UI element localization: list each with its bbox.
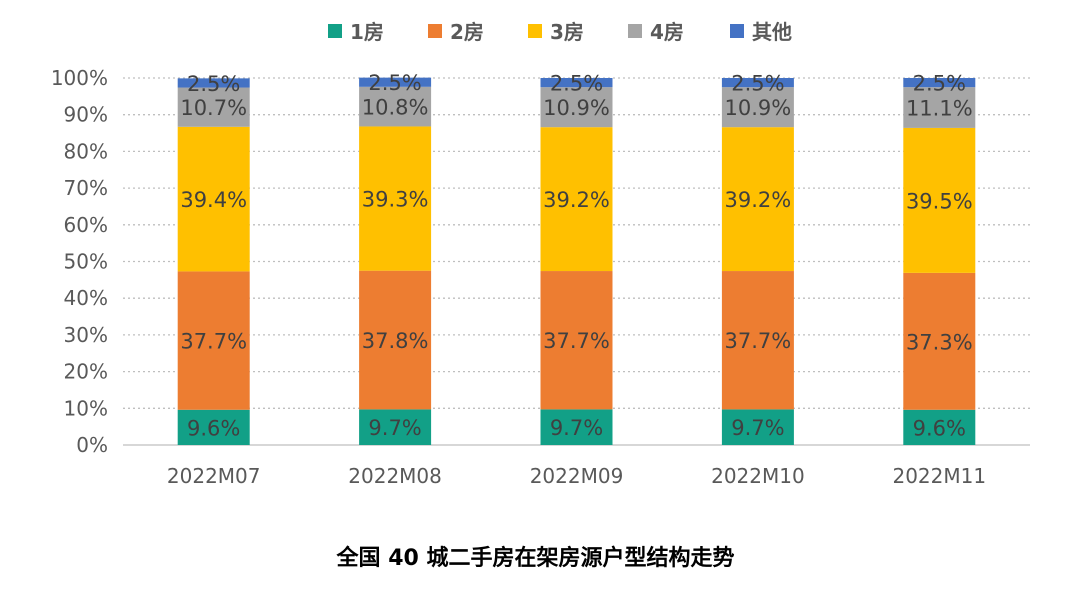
bar-segment — [359, 126, 432, 271]
data-label: 39.3% — [362, 188, 429, 212]
bar-segment — [540, 127, 613, 272]
data-label: 2.5% — [550, 72, 603, 96]
bar-segment — [903, 127, 976, 273]
legend-label: 4房 — [650, 20, 684, 44]
legend-label: 2房 — [450, 20, 484, 44]
bar-segment — [540, 409, 613, 445]
y-tick-label: 40% — [64, 286, 108, 310]
legend-label: 1房 — [350, 20, 384, 44]
y-tick-label: 70% — [64, 176, 108, 200]
data-label: 10.7% — [180, 96, 247, 120]
bar-segment — [903, 78, 976, 88]
data-label: 9.6% — [913, 416, 966, 440]
y-tick-label: 90% — [64, 103, 108, 127]
data-label: 10.8% — [362, 96, 429, 120]
data-label: 10.9% — [725, 96, 792, 120]
data-label: 10.9% — [543, 96, 610, 120]
y-tick-label: 10% — [64, 396, 108, 420]
data-label: 2.5% — [731, 72, 784, 96]
data-label: 37.7% — [180, 330, 247, 354]
bar-segment — [177, 271, 250, 410]
legend-swatch — [730, 24, 744, 38]
y-tick-label: 0% — [76, 433, 108, 457]
data-label: 9.7% — [550, 416, 603, 440]
data-label: 39.5% — [906, 189, 973, 213]
bar-segment — [359, 409, 432, 445]
bar-segment — [540, 87, 613, 128]
legend-swatch — [328, 24, 342, 38]
bar-segment — [721, 78, 794, 88]
legend-swatch — [628, 24, 642, 38]
legend-label: 3房 — [550, 20, 584, 44]
legend-swatch — [528, 24, 542, 38]
bar-segment — [721, 409, 794, 445]
x-tick-label: 2022M09 — [530, 464, 624, 488]
data-label: 37.7% — [543, 329, 610, 353]
bar-segment — [903, 87, 976, 128]
chart-title: 全国 40 城二手房在架房源户型结构走势 — [336, 546, 735, 571]
data-label: 39.2% — [725, 188, 792, 212]
y-tick-label: 20% — [64, 360, 108, 384]
bar-segment — [903, 409, 976, 445]
x-tick-label: 2022M07 — [167, 464, 261, 488]
x-tick-label: 2022M08 — [348, 464, 442, 488]
data-label: 39.2% — [543, 188, 610, 212]
y-tick-label: 30% — [64, 323, 108, 347]
bar-segment — [721, 87, 794, 128]
data-label: 9.7% — [368, 416, 421, 440]
bar-segment — [721, 127, 794, 272]
data-label: 37.3% — [906, 330, 973, 354]
x-tick-label: 2022M10 — [711, 464, 805, 488]
data-label: 9.6% — [187, 416, 240, 440]
bar-segment — [177, 126, 250, 272]
legend-label: 其他 — [752, 20, 792, 44]
y-tick-label: 100% — [51, 66, 108, 90]
legend-swatch — [428, 24, 442, 38]
data-label: 9.7% — [731, 416, 784, 440]
data-label: 37.7% — [725, 329, 792, 353]
bar-segment — [359, 270, 432, 410]
bar-segment — [177, 78, 250, 88]
data-label: 11.1% — [906, 97, 973, 121]
bar-segment — [177, 409, 250, 445]
data-label: 39.4% — [180, 188, 247, 212]
y-tick-label: 60% — [64, 213, 108, 237]
bar-segment — [721, 271, 794, 410]
x-tick-label: 2022M11 — [892, 464, 986, 488]
data-label: 2.5% — [368, 71, 421, 95]
bar-segment — [359, 77, 432, 87]
bar-segment — [540, 78, 613, 88]
bar-segment — [903, 272, 976, 410]
y-tick-label: 50% — [64, 250, 108, 274]
bar-segment — [540, 271, 613, 410]
data-label: 2.5% — [187, 72, 240, 96]
bar-segment — [359, 86, 432, 127]
data-label: 2.5% — [913, 72, 966, 96]
bar-segment — [177, 87, 250, 127]
data-label: 37.8% — [362, 329, 429, 353]
y-tick-label: 80% — [64, 139, 108, 163]
